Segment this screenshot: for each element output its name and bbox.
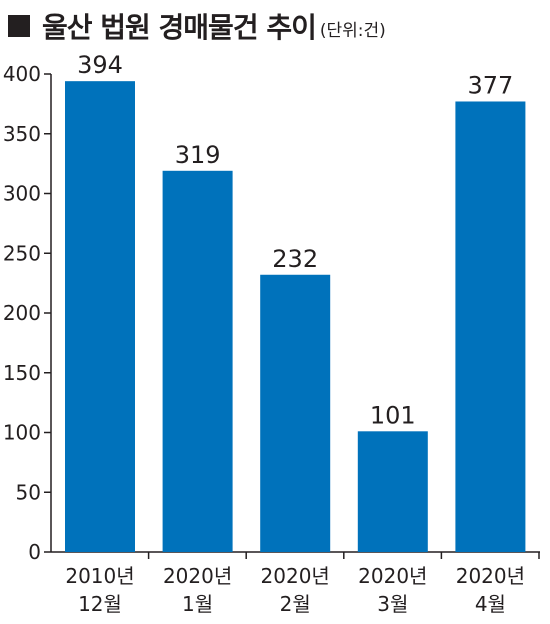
chart-unit: (단위:건) <box>319 20 386 41</box>
x-category-label-line1: 2010년 <box>65 564 134 588</box>
data-label: 377 <box>467 71 513 99</box>
y-tick-label: 50 <box>16 480 41 504</box>
title-bullet-icon <box>8 15 30 37</box>
bar <box>65 81 135 553</box>
x-category-label-line1: 2020년 <box>456 564 525 588</box>
x-category-label-line1: 2020년 <box>163 564 232 588</box>
x-category-label-line2: 2월 <box>280 592 311 616</box>
data-label: 101 <box>370 401 416 429</box>
y-tick-label: 0 <box>28 540 41 564</box>
data-label: 319 <box>175 141 221 169</box>
y-tick-label: 400 <box>3 62 41 86</box>
chart-title: 울산 법원 경매물건 추이 <box>42 11 317 44</box>
y-tick-label: 300 <box>3 182 41 206</box>
x-category-label-line2: 3월 <box>377 592 408 616</box>
data-label: 232 <box>272 245 318 273</box>
x-category-label-line2: 1월 <box>182 592 213 616</box>
bar <box>455 101 526 553</box>
bar <box>162 170 233 553</box>
x-category-label-line1: 2020년 <box>358 564 427 588</box>
y-tick-label: 250 <box>3 241 41 265</box>
y-tick-label: 100 <box>3 421 41 445</box>
x-category-label-line2: 4월 <box>475 592 506 616</box>
y-tick-label: 150 <box>3 361 41 385</box>
x-category-label-line2: 12월 <box>78 592 122 616</box>
y-tick-label: 200 <box>3 301 41 325</box>
x-category-label-line1: 2020년 <box>261 564 330 588</box>
data-label: 394 <box>77 51 123 79</box>
chart-title-row: 울산 법원 경매물건 추이 (단위:건) <box>8 6 386 46</box>
bar <box>260 274 331 552</box>
y-tick-label: 350 <box>3 122 41 146</box>
bar <box>357 431 428 552</box>
